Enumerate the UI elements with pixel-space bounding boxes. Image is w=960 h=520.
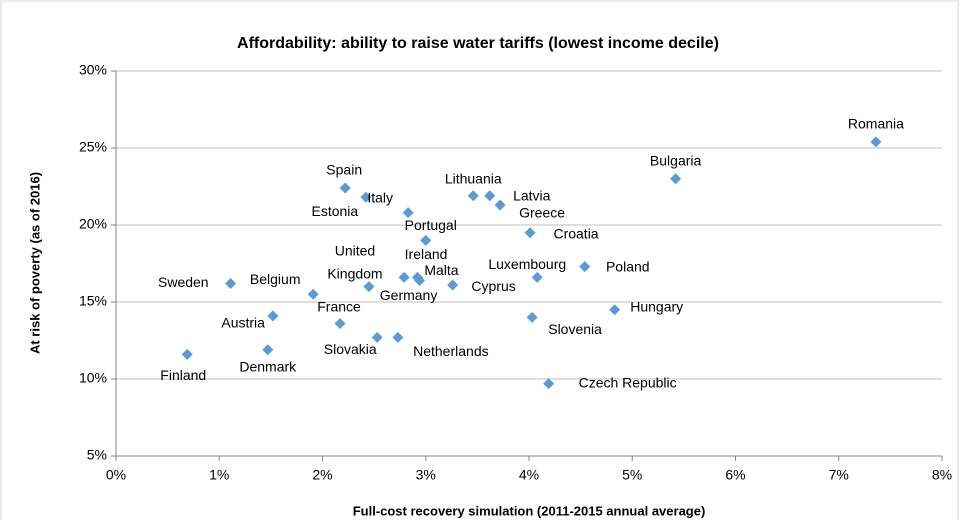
y-tick-label: 30% (79, 62, 107, 78)
y-tick-label: 15% (79, 293, 107, 309)
point (531, 271, 543, 283)
point (524, 227, 536, 239)
point-label: Lithuania (445, 170, 502, 186)
point (670, 173, 682, 185)
point-label: Hungary (630, 298, 683, 314)
chart-title: Affordability: ability to raise water ta… (237, 35, 719, 52)
point-label: Croatia (553, 225, 598, 241)
point (414, 274, 426, 286)
point (225, 278, 237, 290)
point-label: Cyprus (471, 278, 515, 294)
x-tick-label: 0% (106, 467, 126, 483)
point-label: Latvia (513, 187, 551, 203)
x-tick-label: 2% (312, 467, 332, 483)
point-label: Poland (606, 258, 650, 274)
x-tick-label: 7% (829, 467, 849, 483)
x-tick-label: 1% (209, 467, 229, 483)
point (398, 271, 410, 283)
point (262, 344, 274, 356)
point (870, 136, 882, 148)
y-tick-label: 25% (79, 139, 107, 155)
point (484, 190, 496, 202)
x-tick-label: 6% (725, 467, 745, 483)
point (526, 311, 538, 323)
point-label: Slovakia (324, 341, 377, 357)
point (420, 234, 432, 246)
point-label: Italy (367, 189, 393, 205)
point (267, 310, 279, 322)
point-label: Spain (326, 162, 362, 178)
point-label: Bulgaria (650, 153, 702, 169)
x-tick-label: 3% (416, 467, 436, 483)
point-label: Slovenia (548, 321, 602, 337)
point (181, 348, 193, 360)
point (447, 279, 459, 291)
x-tick-label: 4% (519, 467, 539, 483)
point-label: Portugal (405, 217, 457, 233)
point-label: Ireland (405, 246, 448, 262)
point-label: France (317, 298, 361, 314)
point (543, 378, 555, 390)
point-label: Denmark (239, 358, 297, 374)
point-label: Belgium (250, 271, 301, 287)
point-label: Finland (160, 367, 206, 383)
point-label: Sweden (158, 274, 209, 290)
point (402, 207, 414, 219)
y-tick-label: 5% (87, 447, 107, 463)
point (467, 190, 479, 202)
x-tick-label: 8% (932, 467, 952, 483)
point (371, 331, 383, 343)
point-label: Malta (424, 262, 458, 278)
point-label: Estonia (312, 203, 359, 219)
point (307, 288, 319, 300)
point (494, 199, 506, 211)
x-axis-title: Full-cost recovery simulation (2011-2015… (353, 503, 706, 518)
point (609, 304, 621, 316)
x-tick-label: 5% (622, 467, 642, 483)
point (579, 261, 591, 273)
point-label: Luxembourg (488, 256, 566, 272)
point (334, 318, 346, 330)
point (360, 191, 372, 203)
point-label: Greece (519, 205, 565, 221)
point (339, 182, 351, 194)
point (392, 331, 404, 343)
point-label: Austria (221, 315, 265, 331)
point (363, 281, 375, 293)
point-label: Romania (848, 116, 904, 132)
y-tick-label: 20% (79, 216, 107, 232)
point-label: Germany (380, 287, 438, 303)
point-label: United Kingdom (327, 242, 382, 281)
y-tick-label: 10% (79, 370, 107, 386)
point-label: Netherlands (413, 343, 489, 359)
y-axis-title: At risk of poverty (as of 2016) (27, 172, 42, 354)
point-label: Czech Republic (579, 374, 677, 390)
